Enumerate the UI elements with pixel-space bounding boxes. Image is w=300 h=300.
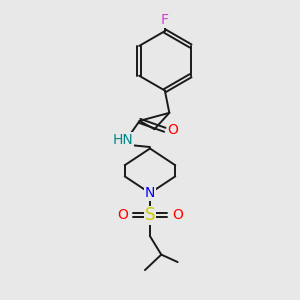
Text: HN: HN	[113, 133, 134, 147]
Text: S: S	[145, 206, 155, 224]
Text: O: O	[167, 123, 178, 137]
Text: O: O	[117, 208, 128, 222]
Text: N: N	[145, 186, 155, 200]
Text: F: F	[161, 13, 169, 27]
Text: O: O	[172, 208, 183, 222]
